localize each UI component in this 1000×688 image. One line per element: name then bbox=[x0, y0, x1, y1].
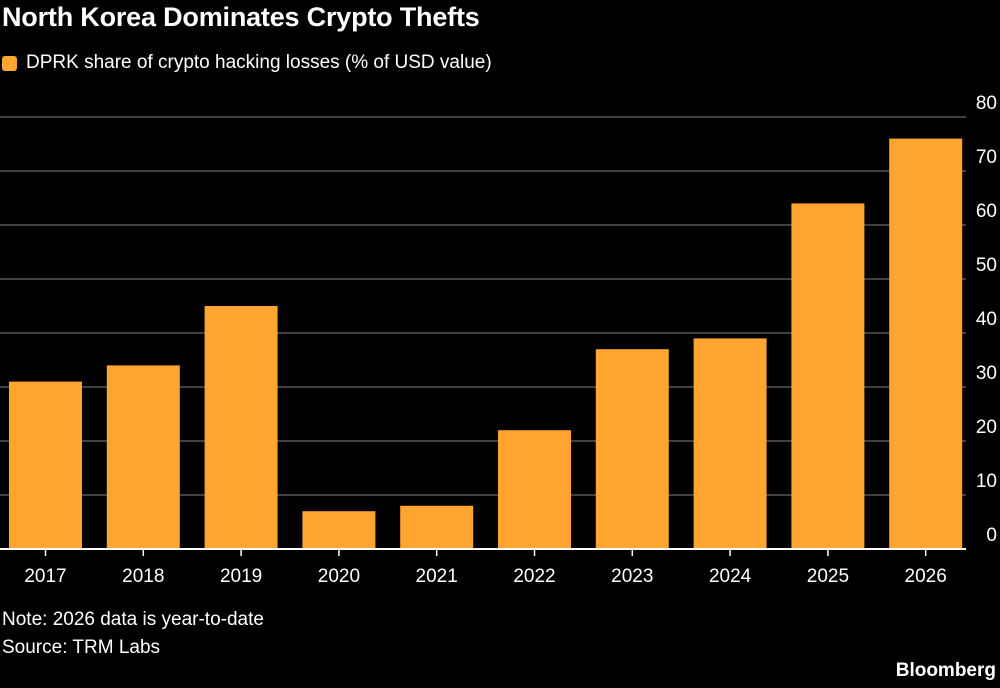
bar bbox=[204, 306, 278, 549]
y-tick-label: 50 bbox=[976, 255, 997, 276]
bar bbox=[302, 511, 376, 549]
x-tick-label: 2024 bbox=[709, 566, 752, 587]
x-tick-label: 2025 bbox=[807, 566, 849, 587]
y-tick-label: 80 bbox=[976, 93, 997, 114]
chart-note: Note: 2026 data is year-to-date bbox=[2, 609, 264, 630]
legend-swatch bbox=[2, 55, 17, 71]
bar bbox=[791, 203, 865, 549]
bar bbox=[595, 349, 669, 549]
brand-logo: Bloomberg bbox=[895, 660, 996, 681]
y-tick-label: 30 bbox=[976, 363, 997, 384]
chart-source: Source: TRM Labs bbox=[2, 637, 161, 658]
x-tick-label: 2026 bbox=[905, 566, 947, 587]
x-tick-label: 2022 bbox=[513, 566, 555, 587]
bar bbox=[889, 138, 963, 549]
y-tick-label: 20 bbox=[976, 417, 997, 438]
y-tick-label: 10 bbox=[976, 471, 997, 492]
y-tick-label: 70 bbox=[976, 147, 997, 168]
bar bbox=[9, 381, 82, 549]
x-tick-label: 2020 bbox=[318, 566, 360, 587]
y-tick-label: 60 bbox=[976, 201, 997, 222]
legend-label: DPRK share of crypto hacking losses (% o… bbox=[26, 52, 492, 73]
x-tick-label: 2023 bbox=[611, 566, 653, 587]
bar bbox=[693, 338, 767, 549]
x-tick-label: 2017 bbox=[24, 566, 66, 587]
bar bbox=[498, 430, 571, 549]
x-tick-label: 2019 bbox=[220, 566, 262, 587]
chart-title: North Korea Dominates Crypto Thefts bbox=[2, 2, 480, 32]
y-tick-label: 0 bbox=[986, 525, 997, 546]
bar bbox=[106, 365, 180, 549]
x-tick-label: 2018 bbox=[122, 566, 164, 587]
legend: DPRK share of crypto hacking losses (% o… bbox=[2, 52, 492, 74]
bar bbox=[400, 505, 474, 549]
bar-chart: 0 10 20 30 40 50 60 70 80 2017 2018 2019 2020 2021 202… bbox=[0, 93, 997, 587]
y-tick-label: 40 bbox=[976, 309, 997, 330]
x-tick-label: 2021 bbox=[416, 566, 458, 587]
